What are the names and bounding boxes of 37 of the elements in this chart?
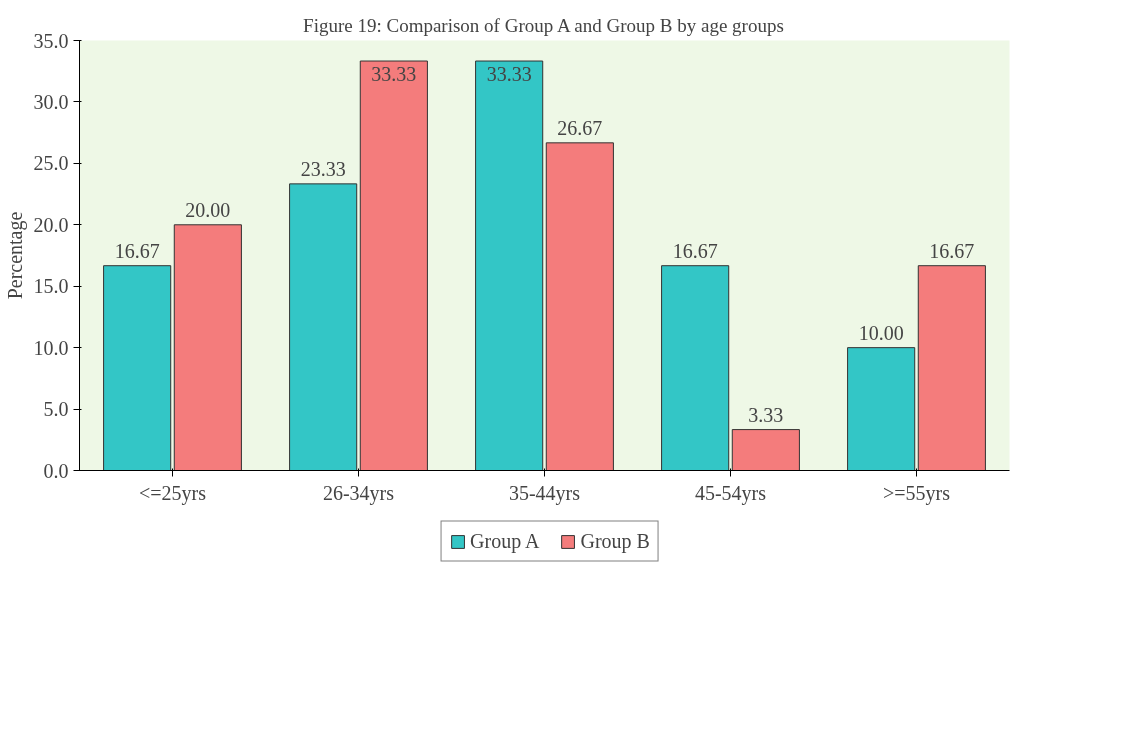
y-tick-label: 5.0 xyxy=(43,398,69,421)
bar xyxy=(917,265,986,471)
y-tick-label: 20.0 xyxy=(33,213,69,236)
bar xyxy=(359,60,428,471)
data-label: 16.67 xyxy=(672,239,718,262)
data-label: 3.33 xyxy=(748,403,784,426)
bar xyxy=(103,265,172,471)
legend-label: Group B xyxy=(580,529,650,553)
x-tick-label: 26-34yrs xyxy=(322,481,395,505)
bar xyxy=(545,142,614,471)
data-label: 10.00 xyxy=(858,321,904,344)
data-label: 33.33 xyxy=(486,63,532,86)
x-tick-label: <=25yrs xyxy=(139,481,207,505)
bar xyxy=(475,60,544,471)
bar xyxy=(847,347,916,471)
y-tick-label: 15.0 xyxy=(33,275,69,298)
data-label: 33.33 xyxy=(371,63,417,86)
bar xyxy=(173,224,242,471)
chart-title: Figure 19: Comparison of Group A and Group B by age groups xyxy=(303,14,784,36)
y-axis-title: Percentage xyxy=(3,211,27,300)
data-label: 23.33 xyxy=(300,157,346,180)
x-tick-label: 45-54yrs xyxy=(694,481,767,505)
data-label: 16.67 xyxy=(929,239,975,262)
data-label: 26.67 xyxy=(557,116,603,139)
y-tick-label: 25.0 xyxy=(33,152,69,175)
legend-label: Group A xyxy=(470,529,540,553)
y-tick-label: 10.0 xyxy=(33,336,69,359)
bar xyxy=(731,429,800,471)
y-tick-label: 35.0 xyxy=(33,29,69,52)
y-tick-label: 0.0 xyxy=(43,459,69,482)
y-tick-label: 30.0 xyxy=(33,90,69,113)
data-label: 16.67 xyxy=(114,239,160,262)
bar xyxy=(661,265,730,471)
x-tick-label: 35-44yrs xyxy=(508,481,581,505)
data-label: 20.00 xyxy=(185,198,231,221)
x-tick-label: >=55yrs xyxy=(883,481,951,505)
bar xyxy=(289,183,358,471)
